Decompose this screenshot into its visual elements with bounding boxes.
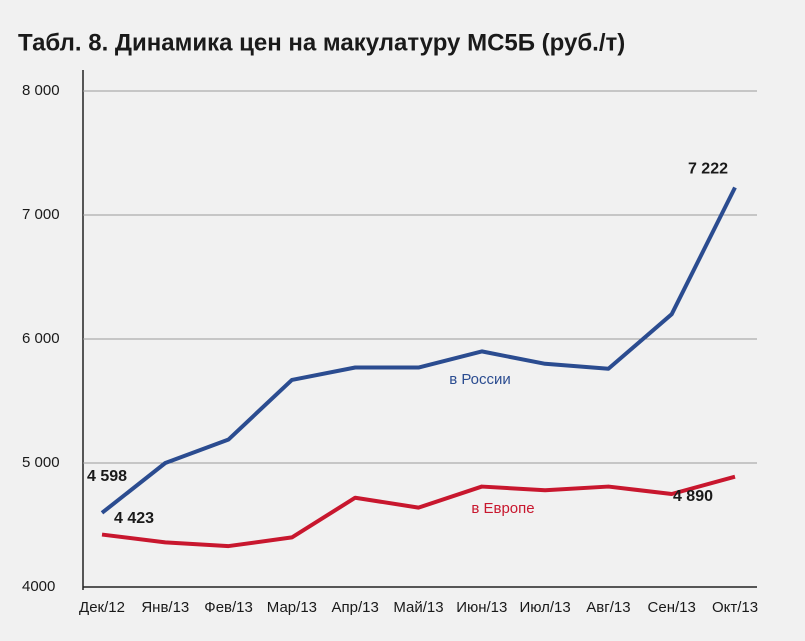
value-label: 4 890 (673, 488, 713, 505)
series-label: в Европе (471, 500, 534, 517)
y-tick-label: 5 000 (22, 454, 60, 471)
y-tick-label: 8 000 (22, 82, 60, 99)
x-tick-label: Фев/13 (204, 599, 253, 616)
x-tick-label: Окт/13 (712, 599, 758, 616)
series-label: в России (449, 371, 511, 388)
y-tick-label: 7 000 (22, 206, 60, 223)
x-tick-label: Апр/13 (332, 599, 379, 616)
x-tick-label: Май/13 (393, 599, 443, 616)
x-tick-label: Июл/13 (519, 599, 570, 616)
x-tick-label: Янв/13 (141, 599, 189, 616)
y-tick-label: 6 000 (22, 330, 60, 347)
x-tick-label: Сен/13 (648, 599, 696, 616)
chart-title: Табл. 8. Динамика цен на макулатуру МС5Б… (18, 29, 625, 56)
x-tick-label: Авг/13 (586, 599, 630, 616)
x-tick-label: Дек/12 (79, 599, 125, 616)
y-tick-label: 4000 (22, 578, 55, 595)
series-line (100, 186, 737, 515)
value-label: 7 222 (688, 161, 728, 178)
value-label: 4 598 (87, 468, 127, 485)
value-label: 4 423 (114, 510, 154, 527)
series-line (101, 474, 736, 549)
x-tick-label: Июн/13 (456, 599, 507, 616)
x-tick-label: Мар/13 (267, 599, 317, 616)
